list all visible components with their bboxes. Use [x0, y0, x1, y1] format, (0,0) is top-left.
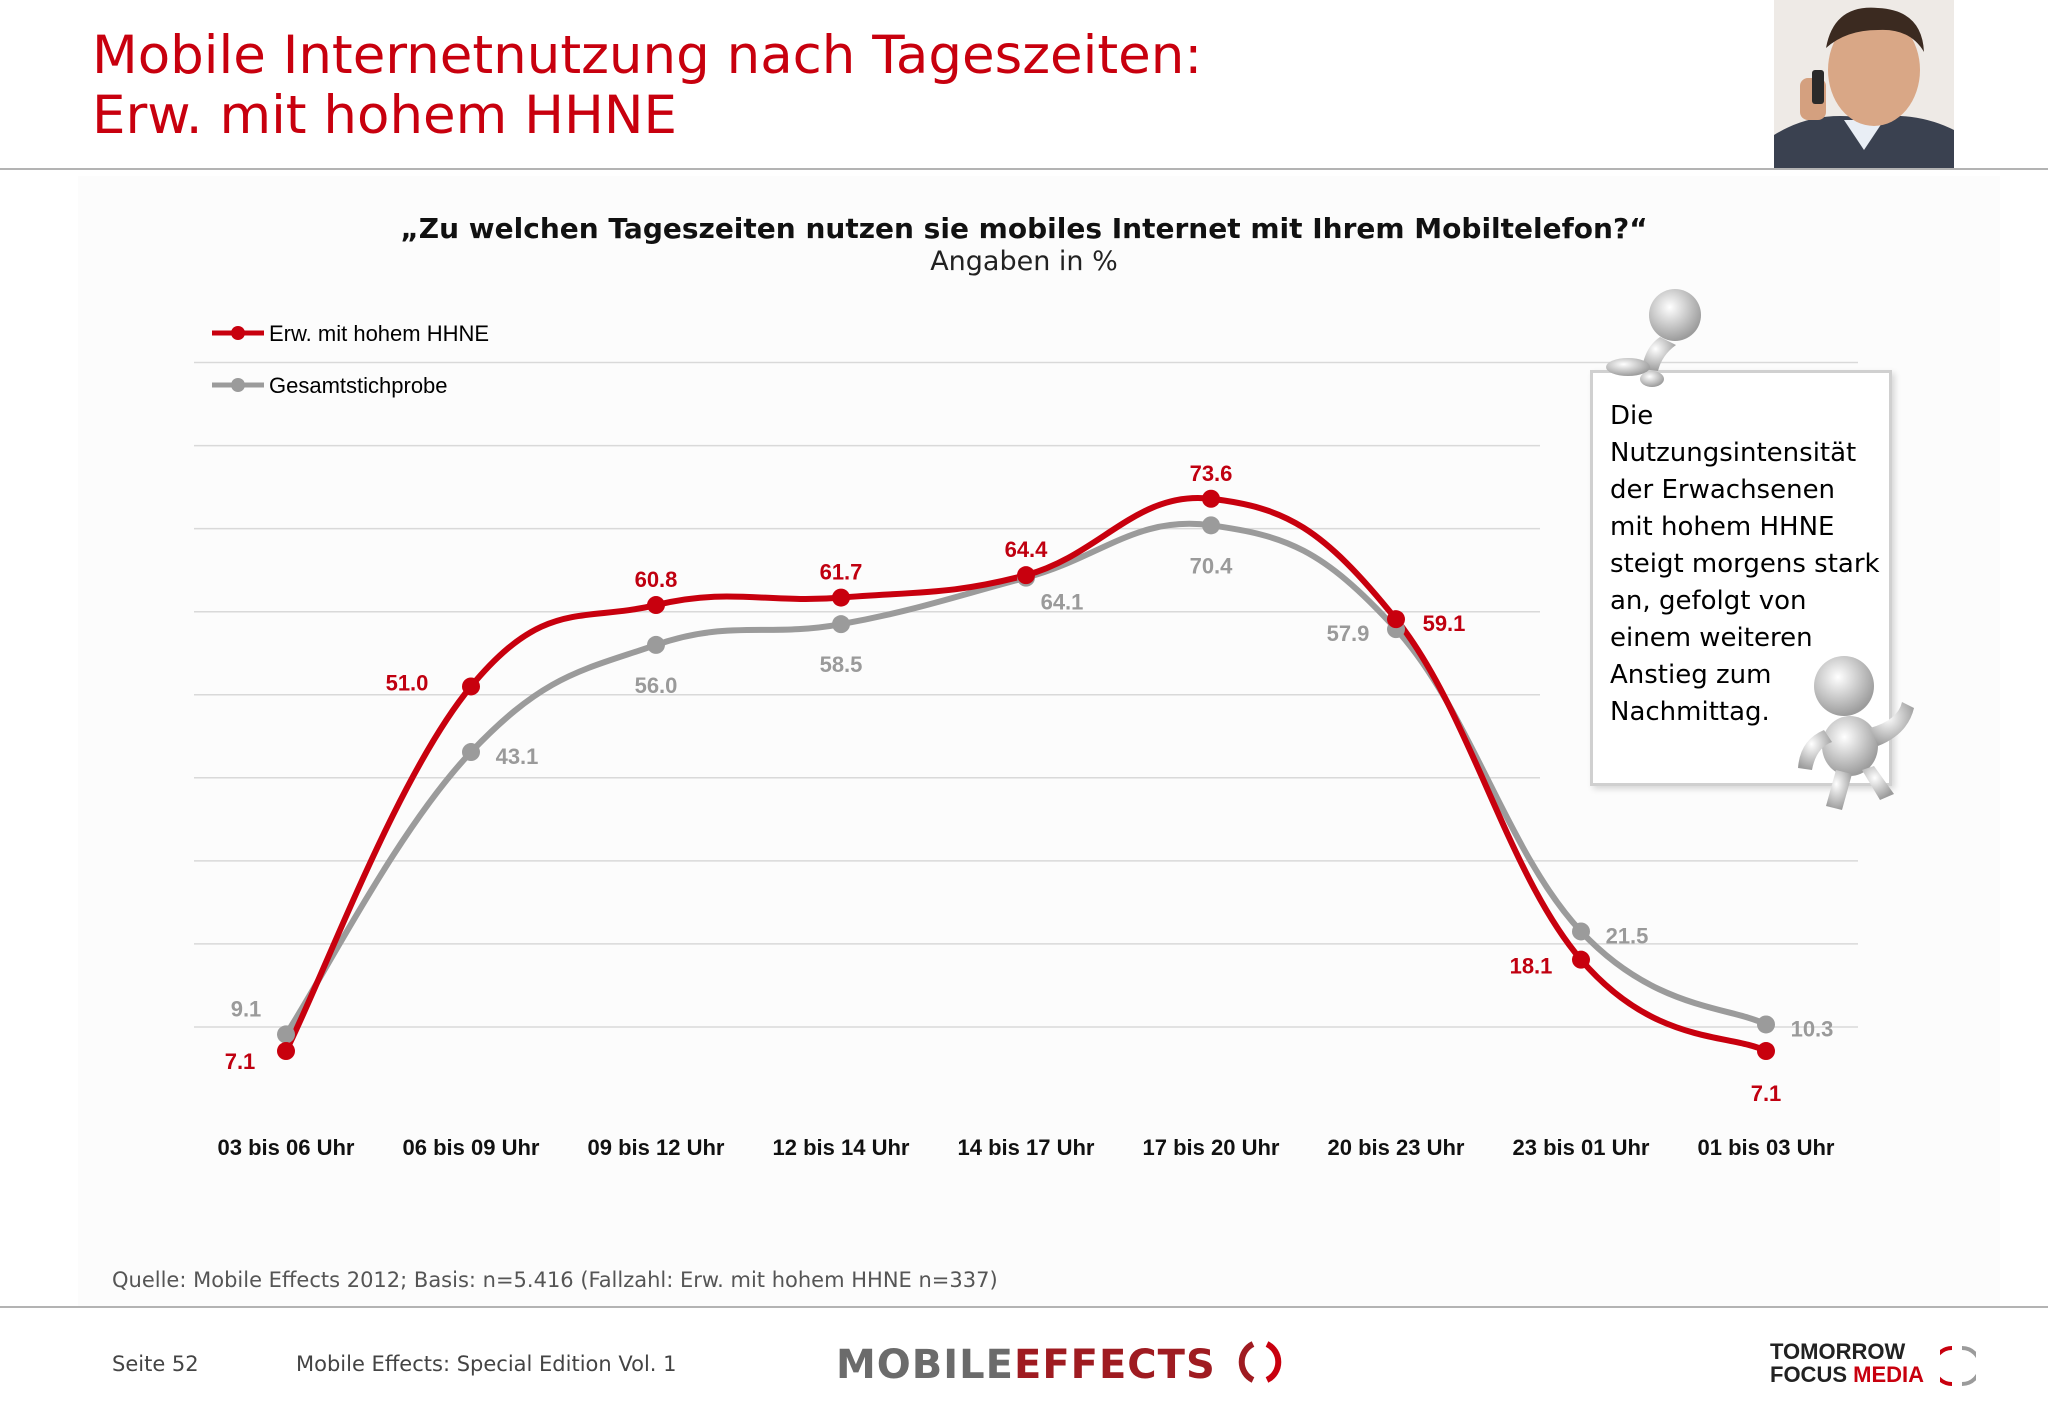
tomorrow-focus-media-logo: TOMORROW FOCUS MEDIA — [1770, 1339, 1976, 1387]
x-tick-label: 12 bis 14 Uhr — [773, 1135, 910, 1160]
footer-divider — [0, 1306, 2048, 1308]
data-label: 59.1 — [1423, 611, 1466, 636]
data-point — [1202, 489, 1220, 508]
x-tick-label: 01 bis 03 Uhr — [1698, 1135, 1835, 1160]
title-line-1: Mobile Internetnutzung nach Tageszeiten: — [92, 25, 1203, 86]
legend: Erw. mit hohem HHNE Gesamtstichprobe — [212, 321, 489, 398]
tfm-focus: FOCUS — [1770, 1362, 1847, 1387]
note-box — [1590, 370, 1892, 786]
data-point — [462, 677, 480, 696]
data-label: 56.0 — [635, 673, 678, 698]
data-label: 9.1 — [231, 996, 262, 1021]
x-tick-label: 23 bis 01 Uhr — [1513, 1135, 1650, 1160]
figure-top-icon — [1606, 289, 1701, 387]
legend-swatch-marker — [231, 378, 245, 392]
data-label: 58.5 — [820, 652, 863, 677]
series-markers — [277, 489, 1775, 1061]
data-label: 7.1 — [225, 1049, 256, 1074]
page-title: Mobile Internetnutzung nach Tageszeiten:… — [92, 26, 1202, 146]
tfm-ring-icon — [1940, 1346, 1976, 1386]
chart-subtitle: Angaben in % — [930, 246, 1118, 277]
x-tick-label: 09 bis 12 Uhr — [588, 1135, 725, 1160]
data-point — [832, 588, 850, 607]
data-point — [277, 1025, 295, 1044]
data-label: 7.1 — [1751, 1081, 1782, 1106]
data-label: 10.3 — [1791, 1016, 1834, 1041]
data-point — [1572, 950, 1590, 969]
gridlines — [194, 361, 1858, 1028]
page-number: Seite 52 — [112, 1352, 199, 1376]
chart-title: „Zu welchen Tageszeiten nutzen sie mobil… — [400, 212, 1648, 245]
logo-mobile-text: MOBILE — [836, 1342, 1014, 1388]
data-point — [1757, 1015, 1775, 1034]
data-point — [647, 596, 665, 615]
data-label: 61.7 — [820, 560, 863, 585]
x-tick-labels: 03 bis 06 Uhr 06 bis 09 Uhr 09 bis 12 Uhr 1… — [218, 1135, 1835, 1160]
data-label: 51.0 — [386, 670, 429, 695]
data-point — [647, 635, 665, 654]
legend-entry: Gesamtstichprobe — [269, 373, 448, 398]
data-label: 64.1 — [1041, 590, 1084, 615]
x-tick-label: 03 bis 06 Uhr — [218, 1135, 355, 1160]
edition-label: Mobile Effects: Special Edition Vol. 1 — [296, 1352, 677, 1376]
mobile-effects-logo: MOBILEEFFECTS — [836, 1338, 1293, 1388]
legend-entry: Erw. mit hohem HHNE — [269, 321, 489, 346]
person-on-phone-photo — [1774, 0, 1954, 170]
data-point — [1202, 516, 1220, 535]
data-point — [1387, 610, 1405, 629]
data-label: 21.5 — [1606, 923, 1649, 948]
tfm-line-1: TOMORROW — [1770, 1339, 1906, 1364]
data-label: 73.6 — [1190, 461, 1233, 486]
data-point — [462, 743, 480, 762]
x-tick-label: 14 bis 17 Uhr — [958, 1135, 1095, 1160]
data-label: 57.9 — [1327, 621, 1370, 646]
title-line-2: Erw. mit hohem HHNE — [92, 85, 677, 146]
value-labels: 9.1 43.1 56.0 58.5 64.1 70.4 57.9 21.5 10.3 7.1 51… — [225, 461, 1834, 1106]
data-point — [832, 615, 850, 634]
data-label: 18.1 — [1510, 954, 1553, 979]
data-label: 43.1 — [496, 744, 539, 769]
legend-swatch-marker — [231, 326, 245, 340]
data-point — [1572, 922, 1590, 941]
logo-effects-text: EFFECTS — [1014, 1342, 1216, 1388]
logo-ring-icon — [1238, 1341, 1281, 1383]
x-tick-label: 06 bis 09 Uhr — [403, 1135, 540, 1160]
data-label: 64.4 — [1005, 537, 1049, 562]
figure-bottom-icon — [1798, 656, 1914, 810]
data-point — [1017, 566, 1035, 585]
note-text: Die Nutzungsintensität der Erwachsenen m… — [1610, 401, 1880, 727]
tfm-media: MEDIA — [1853, 1362, 1925, 1387]
data-point — [277, 1042, 295, 1061]
x-tick-label: 20 bis 23 Uhr — [1328, 1135, 1465, 1160]
data-label: 70.4 — [1190, 553, 1234, 578]
x-tick-label: 17 bis 20 Uhr — [1143, 1135, 1280, 1160]
source-note: Quelle: Mobile Effects 2012; Basis: n=5.… — [112, 1268, 998, 1292]
header-divider — [0, 168, 2048, 170]
data-point — [1757, 1042, 1775, 1061]
data-label: 60.8 — [635, 567, 678, 592]
